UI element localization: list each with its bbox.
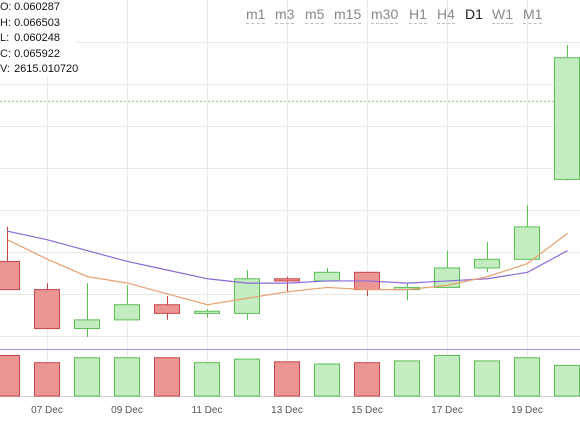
x-tick-label-9: 15 Dec: [351, 405, 383, 416]
candle-body-8: [314, 271, 340, 282]
moving-averages: [7, 230, 568, 306]
candle-body-0: [0, 260, 20, 291]
candle-body-2: [74, 319, 100, 330]
volume-bar-12: [474, 360, 500, 397]
volume-bar-10: [394, 360, 420, 397]
x-tick-label-5: 11 Dec: [192, 405, 223, 416]
ohlc-low-row: L: 0.060248: [0, 31, 76, 47]
candle-body-13: [514, 226, 540, 260]
timeframe-w1[interactable]: W1: [492, 6, 513, 24]
timeframe-m3[interactable]: m3: [275, 6, 295, 24]
candle-body-6: [234, 278, 260, 314]
grid-lines: [0, 0, 580, 397]
high-key: H:: [0, 16, 11, 29]
volume-bar-11: [434, 355, 460, 397]
candle-body-5: [194, 310, 220, 314]
volume-value: 2615.010720: [14, 63, 79, 75]
timeframe-m15[interactable]: m15: [334, 6, 362, 24]
candle-body-12: [474, 258, 500, 269]
volume-bar-3: [114, 357, 140, 397]
close-key: C:: [0, 47, 11, 60]
x-tick-label-11: 17 Dec: [431, 405, 463, 416]
ohlc-open-row: O: 0.060287: [0, 0, 76, 16]
ohlc-close-row: C: 0.065922: [0, 47, 76, 63]
timeframe-m1-month[interactable]: M1: [523, 6, 543, 24]
timeframe-m30[interactable]: m30: [371, 6, 399, 24]
ohlc-high-row: H: 0.066503: [0, 16, 76, 32]
candle-body-11: [434, 267, 460, 288]
timeframe-selector: m1 m3 m5 m15 m30 H1 H4 D1 W1 M1: [0, 6, 580, 26]
volume-bar-14: [554, 364, 580, 397]
timeframe-h1[interactable]: H1: [409, 6, 427, 24]
candle-body-1: [34, 289, 60, 330]
ohlc-volume-row: V: 2615.010720: [0, 62, 79, 78]
x-tick-label-1: 07 Dec: [31, 405, 63, 416]
x-tick-label-7: 13 Dec: [271, 405, 303, 416]
candle-body-14: [554, 57, 580, 180]
open-value: 0.060287: [14, 1, 60, 13]
volume-bars: [0, 355, 580, 397]
x-tick-label-13: 19 Dec: [511, 405, 543, 416]
low-key: L:: [0, 32, 10, 44]
volume-bar-6: [234, 358, 260, 397]
x-tick-label-3: 09 Dec: [111, 405, 143, 416]
candles: [0, 45, 580, 338]
timeframe-h4[interactable]: H4: [437, 6, 455, 24]
timeframe-d1[interactable]: D1: [465, 6, 483, 22]
close-value: 0.065922: [14, 47, 60, 60]
x-axis-labels: 07 Dec 09 Dec 11 Dec 13 Dec 15 Dec 17 Dec 19 D…: [31, 405, 543, 416]
candle-body-3: [114, 304, 140, 321]
volume-bar-4: [154, 357, 180, 397]
volume-bar-0: [0, 355, 20, 397]
volume-bar-13: [514, 357, 540, 397]
volume-bar-2: [74, 357, 100, 397]
open-key: O:: [0, 1, 12, 13]
ohlc-panel: O: 0.060287 H: 0.066503 L: 0.060248 C: 0…: [0, 0, 79, 78]
timeframe-m1[interactable]: m1: [246, 6, 266, 24]
ma-fast-line: [7, 232, 568, 306]
timeframe-m5[interactable]: m5: [305, 6, 325, 24]
high-value: 0.066503: [14, 16, 60, 29]
volume-bar-5: [194, 362, 220, 397]
volume-bar-8: [314, 363, 340, 397]
candle-body-7: [274, 278, 300, 282]
volume-bar-1: [34, 362, 60, 397]
volume-bar-9: [354, 362, 380, 397]
candle-body-4: [154, 304, 180, 314]
low-value: 0.060248: [14, 32, 60, 44]
volume-bar-7: [274, 361, 300, 397]
volume-key: V:: [0, 63, 10, 75]
